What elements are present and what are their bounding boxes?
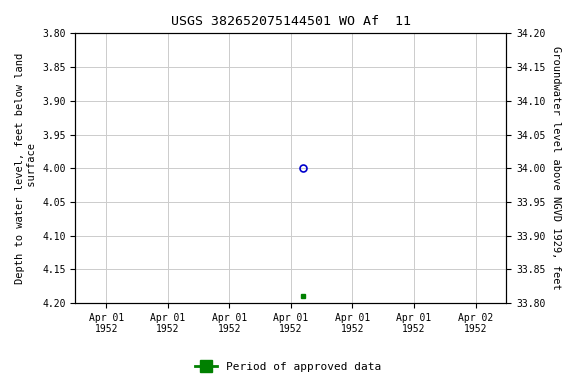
Y-axis label: Groundwater level above NGVD 1929, feet: Groundwater level above NGVD 1929, feet [551,46,561,290]
Y-axis label: Depth to water level, feet below land
 surface: Depth to water level, feet below land su… [15,53,37,284]
Legend: Period of approved data: Period of approved data [191,358,385,377]
Title: USGS 382652075144501 WO Af  11: USGS 382652075144501 WO Af 11 [171,15,411,28]
